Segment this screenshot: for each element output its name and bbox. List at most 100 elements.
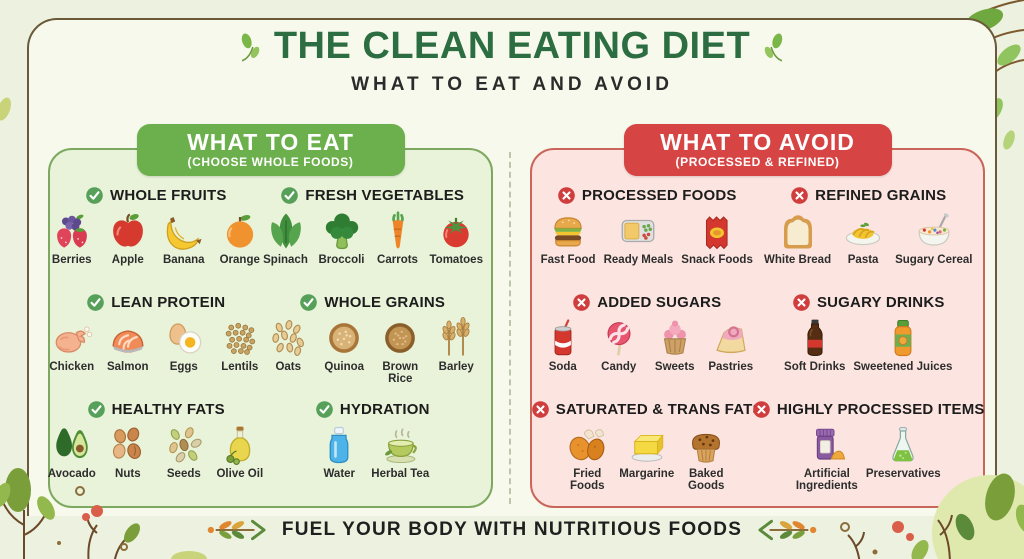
cross-icon [531, 401, 549, 418]
category-title: ADDED SUGARS [597, 294, 722, 311]
category-items: Soda Candy Sweets Pastries [537, 317, 757, 373]
category-title: WHOLE FRUITS [109, 187, 227, 204]
food-label: Sweetened Juices [853, 361, 953, 373]
food-label: Orange [219, 254, 260, 266]
food-item: Pasta [837, 210, 889, 266]
food-item: Soda [537, 317, 589, 373]
broccoli-icon [325, 213, 358, 250]
check-icon [87, 294, 105, 311]
category-header: WHOLE GRAINS [299, 293, 445, 312]
food-label: Spinach [263, 254, 308, 266]
category-header: WHOLE FRUITS [85, 186, 227, 205]
category-title: HYDRATION [339, 401, 430, 418]
food-item: Tomatoes [428, 210, 485, 266]
food-label: Baked Goods [688, 468, 725, 493]
edge-leaf-icon [0, 97, 11, 121]
quinoa-icon [329, 323, 360, 353]
category-processed-foods: PROCESSED FOODS Fast Food Ready Meals Snack… [536, 186, 758, 290]
food-item: Water [313, 424, 365, 480]
category-healthy-fats: HEALTHY FATS Avocado Nuts Seeds Olive Oil [48, 400, 263, 504]
category-header: HYDRATION [315, 400, 430, 419]
food-item: Spinach [260, 210, 312, 266]
lentils-icon [225, 322, 255, 355]
category-header: SATURATED & TRANS FATS [531, 400, 763, 419]
food-item: Carrots [372, 210, 424, 266]
food-label: Avocado [47, 468, 96, 480]
food-label: Snack Foods [681, 254, 753, 266]
food-label: Apple [111, 254, 144, 266]
category-header: PROCESSED FOODS [557, 186, 737, 205]
page-title: THE CLEAN EATING DIET [273, 25, 751, 67]
preservatives-icon [892, 426, 914, 462]
food-item: Pastries [705, 317, 757, 373]
food-label: Berries [51, 254, 92, 266]
food-item: Quinoa [318, 317, 370, 373]
category-whole-grains: WHOLE GRAINS Oats Quinoa Brown Rice Barley [258, 293, 487, 397]
cross-icon [791, 187, 808, 204]
category-highly-processed-items: HIGHLY PROCESSED ITEMS Artificial Ingredi… [753, 400, 984, 504]
cross-icon [573, 294, 591, 311]
footer-text: FUEL YOUR BODY WITH NUTRITIOUS FOODS [281, 519, 743, 540]
food-item: Oats [262, 317, 314, 373]
category-items: Avocado Nuts Seeds Olive Oil [46, 424, 266, 480]
food-label: Herbal Tea [371, 468, 430, 480]
food-label: Pastries [708, 361, 754, 373]
food-item: Sugary Cereal [893, 210, 974, 266]
olive-oil-icon [226, 426, 251, 465]
food-item: Soft Drinks [782, 317, 847, 373]
footer-sprig-left-icon [207, 519, 266, 541]
food-item: Herbal Tea [369, 424, 431, 480]
food-label: Margarine [619, 468, 675, 480]
food-label: Preservatives [865, 468, 941, 480]
food-label: Candy [601, 361, 637, 373]
category-title: REFINED GRAINS [815, 187, 947, 204]
water-icon [329, 426, 349, 464]
page-subtitle: WHAT TO EAT AND AVOID [351, 73, 673, 95]
food-label: Quinoa [324, 361, 365, 373]
food-label: Tomatoes [429, 254, 483, 266]
food-item: Brown Rice [374, 317, 426, 386]
panel-what-to-avoid: WHAT TO AVOID (PROCESSED & REFINED) PROC… [530, 124, 985, 508]
berries-icon [56, 214, 87, 248]
check-icon [87, 401, 105, 418]
category-title: LEAN PROTEIN [111, 294, 226, 311]
category-title: PROCESSED FOODS [581, 187, 737, 204]
food-label: Sweets [654, 361, 695, 373]
category-items: Fried Foods Margarine Baked Goods [561, 424, 732, 493]
food-label: Broccoli [318, 254, 365, 266]
food-item: Berries [46, 210, 98, 266]
food-label: Chicken [49, 361, 95, 373]
title-leaf-left-icon [241, 33, 260, 62]
category-items: Soft Drinks Sweetened Juices [782, 317, 954, 373]
check-icon [86, 187, 103, 204]
page-footer: FUEL YOUR BODY WITH NUTRITIOUS FOODS [0, 517, 1024, 543]
nuts-icon [112, 427, 141, 459]
category-added-sugars: ADDED SUGARS Soda Candy Sweets Pastries [536, 293, 758, 397]
category-items: Artificial Ingredients Preservatives [794, 424, 943, 493]
sugary-cereal-icon [918, 213, 950, 246]
food-label: Salmon [106, 361, 149, 373]
brown-rice-icon [385, 323, 416, 353]
pasta-icon [845, 222, 881, 246]
category-title: SATURATED & TRANS FATS [555, 401, 763, 418]
food-item: Chicken [46, 317, 98, 373]
food-item: Margarine [617, 424, 676, 480]
category-hydration: HYDRATION Water Herbal Tea [258, 400, 487, 504]
category-items: Water Herbal Tea [313, 424, 431, 480]
eat-badge: WHAT TO EAT (CHOOSE WHOLE FOODS) [136, 124, 405, 177]
category-title: SUGARY DRINKS [816, 294, 945, 311]
food-label: Artificial Ingredients [795, 468, 858, 493]
food-label: Lentils [221, 361, 259, 373]
check-icon [300, 294, 318, 311]
category-items: Berries Apple Banana Orange [46, 210, 266, 266]
white-bread-icon [783, 215, 812, 249]
food-item: Broccoli [316, 210, 368, 266]
food-item: Olive Oil [214, 424, 266, 480]
food-label: Brown Rice [382, 361, 419, 386]
food-item: Snack Foods [679, 210, 755, 266]
sweetened-juices-icon [894, 319, 912, 357]
panel-what-to-eat: WHAT TO EAT (CHOOSE WHOLE FOODS) WHOLE F… [46, 124, 493, 508]
category-title: HEALTHY FATS [111, 401, 225, 418]
food-label: Fried Foods [570, 468, 605, 493]
category-whole-fruits: WHOLE FRUITS Berries Apple Banana Orange [52, 186, 260, 290]
